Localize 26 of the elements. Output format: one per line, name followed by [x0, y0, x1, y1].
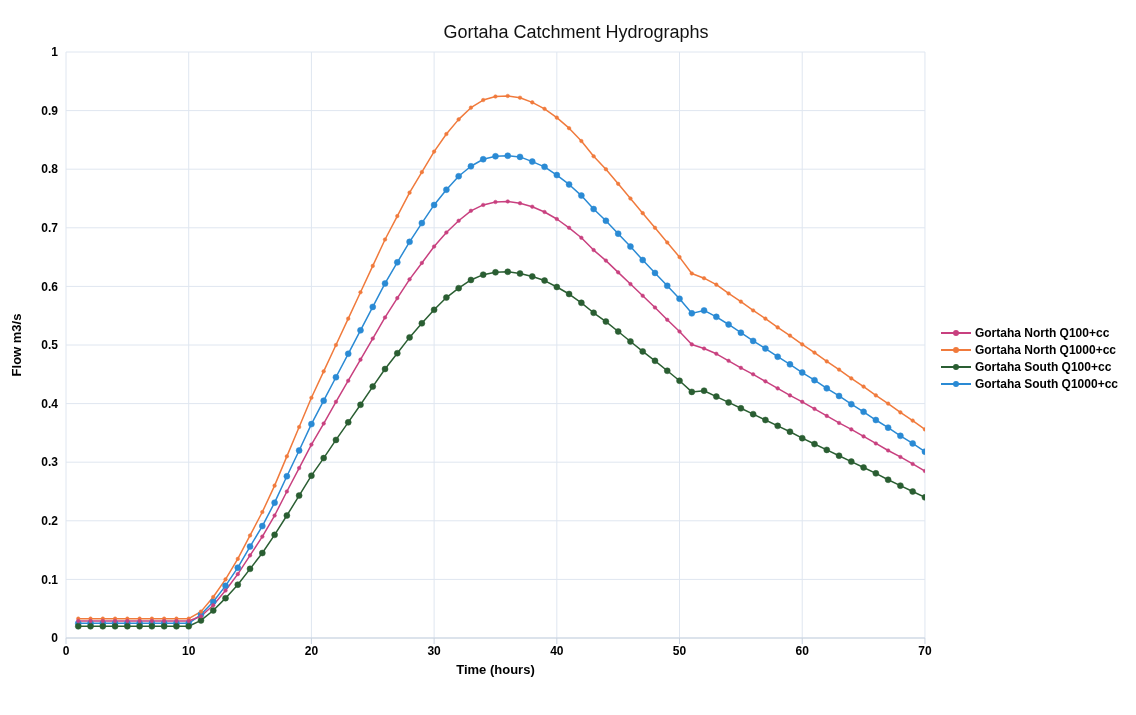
y-tick-label: 0.7	[41, 221, 59, 236]
y-tick-label: 0	[51, 631, 59, 646]
y-axis-title: Flow m3/s	[8, 313, 24, 377]
x-tick-label: 10	[182, 643, 196, 658]
x-tick-label: 60	[795, 643, 810, 658]
legend-label: Gortaha North Q100+cc	[974, 325, 1110, 340]
y-tick-label: 0.1	[41, 572, 59, 587]
y-tick-label: 0.9	[41, 103, 59, 118]
x-tick-label: 30	[427, 643, 442, 658]
y-tick-label: 0.6	[41, 279, 59, 294]
y-tick-label: 0.8	[41, 162, 59, 177]
y-tick-label: 0.2	[41, 514, 59, 529]
x-tick-label: 50	[672, 643, 687, 658]
x-axis-title: Time (hours)	[456, 662, 535, 677]
y-tick-label: 1	[51, 45, 59, 60]
legend-label: Gortaha South Q1000+cc	[974, 376, 1118, 391]
y-tick-label: 0.5	[41, 338, 59, 353]
legend-label: Gortaha South Q100+cc	[974, 359, 1112, 374]
chart-title: Gortaha Catchment Hydrographs	[442, 22, 710, 43]
y-tick-label: 0.3	[41, 455, 59, 470]
x-tick-label: 20	[304, 643, 319, 658]
x-tick-label: 70	[918, 643, 932, 658]
legend-label: Gortaha North Q1000+cc	[974, 342, 1116, 357]
x-tick-label: 0	[62, 643, 70, 658]
x-tick-label: 40	[550, 643, 564, 658]
y-tick-label: 0.4	[41, 396, 59, 411]
